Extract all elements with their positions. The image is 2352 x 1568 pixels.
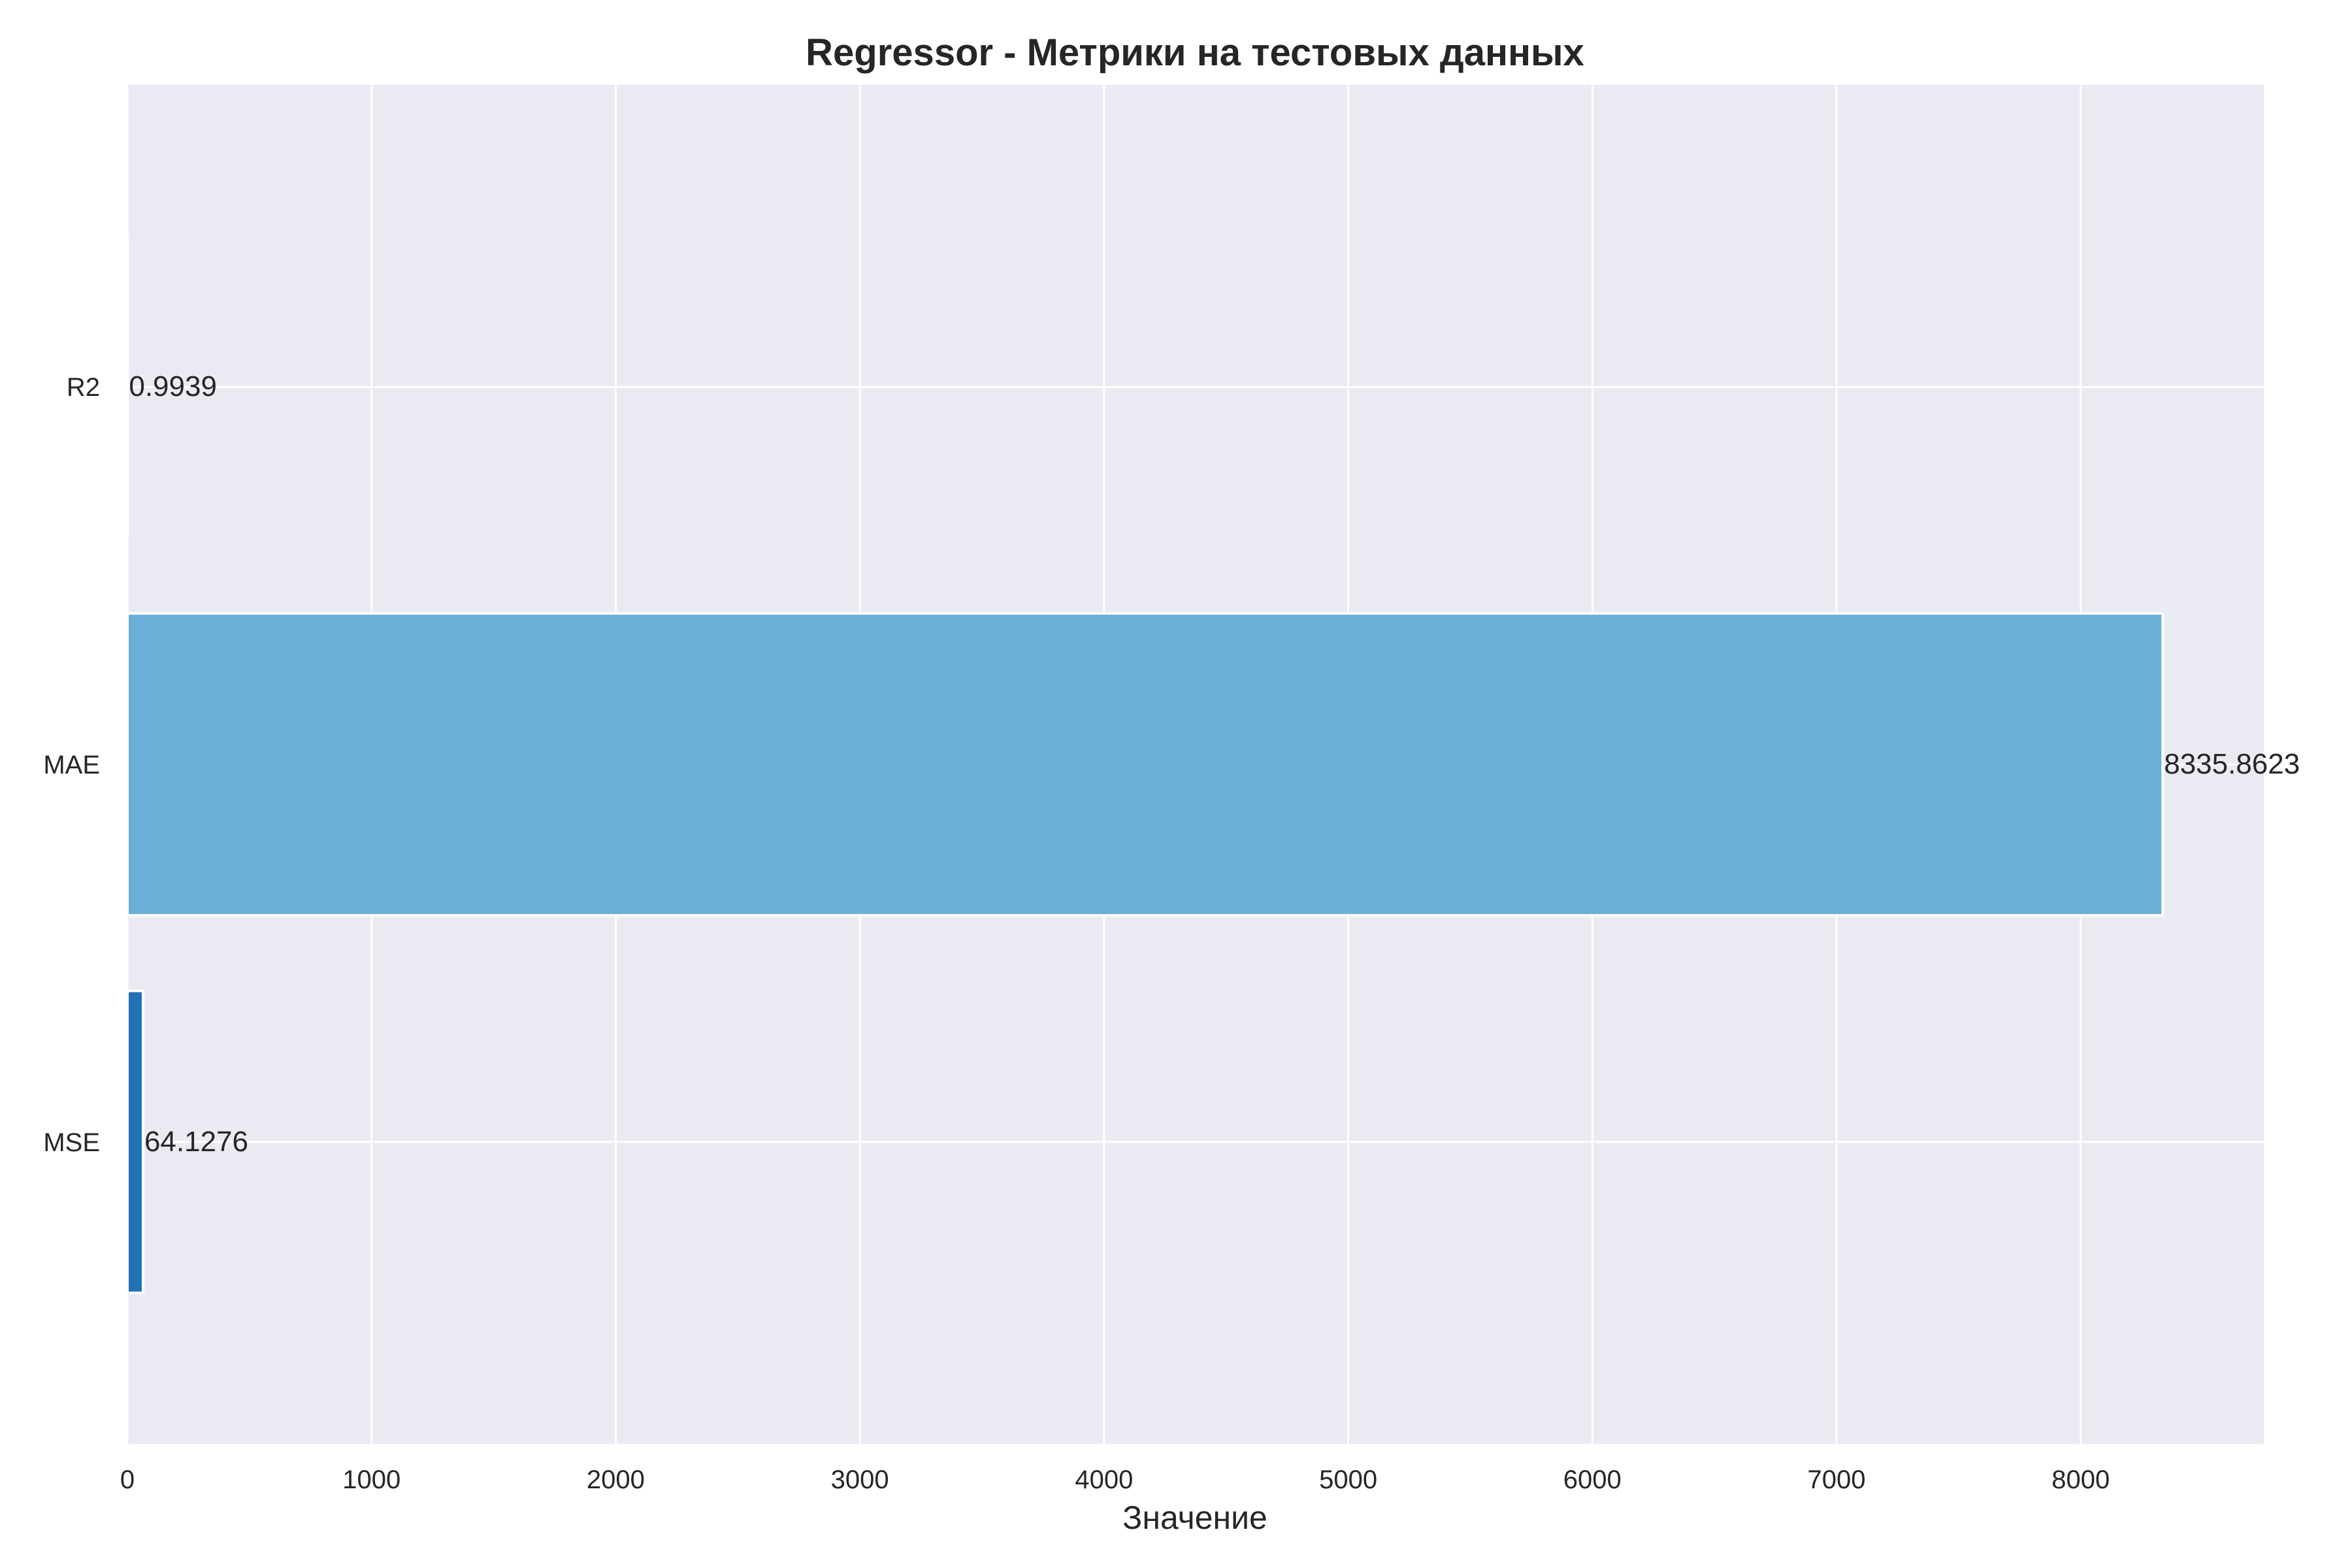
x-tick-label: 1000 bbox=[342, 1465, 400, 1494]
x-tick-label: 0 bbox=[120, 1465, 135, 1494]
x-tick-label: 5000 bbox=[1319, 1465, 1377, 1494]
chart-title: Regressor - Метрики на тестовых данных bbox=[806, 31, 1584, 74]
x-axis-label: Значение bbox=[1122, 1499, 1267, 1536]
x-tick-label: 4000 bbox=[1075, 1465, 1133, 1494]
y-tick-label: MSE bbox=[43, 1128, 100, 1157]
data-labels: 64.1276 8335.8623 0.9939 bbox=[129, 370, 2300, 1158]
x-tick-label: 2000 bbox=[587, 1465, 645, 1494]
data-label: 0.9939 bbox=[129, 370, 217, 402]
data-label: 64.1276 bbox=[144, 1126, 248, 1158]
x-tick-labels: 0 1000 2000 3000 4000 5000 6000 7000 8000 bbox=[120, 1465, 2110, 1494]
bar-mse bbox=[126, 989, 144, 1294]
data-label: 8335.8623 bbox=[2164, 748, 2300, 780]
x-tick-label: 6000 bbox=[1563, 1465, 1622, 1494]
bars bbox=[126, 235, 2164, 1294]
y-tick-labels: MSE MAE R2 bbox=[43, 373, 100, 1157]
x-tick-label: 7000 bbox=[1808, 1465, 1866, 1494]
y-tick-label: R2 bbox=[67, 373, 100, 402]
x-tick-label: 3000 bbox=[831, 1465, 889, 1494]
x-tick-label: 8000 bbox=[2051, 1465, 2110, 1494]
bar-mae bbox=[126, 612, 2164, 917]
y-tick-label: MAE bbox=[43, 751, 100, 779]
